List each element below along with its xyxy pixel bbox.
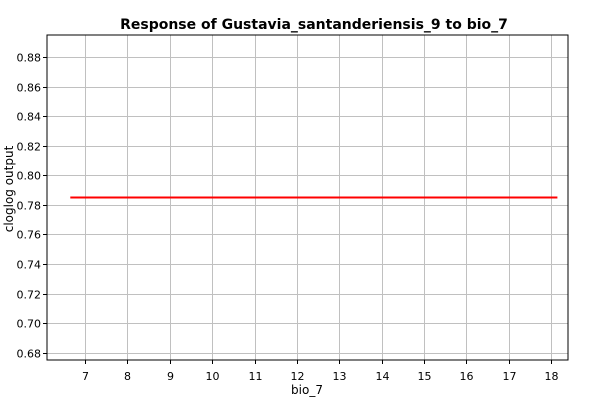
y-tick-label: 0.70 <box>17 318 42 331</box>
x-tick-label: 16 <box>460 370 474 383</box>
y-tick-label: 0.82 <box>17 141 42 154</box>
chart-title: Response of Gustavia_santanderiensis_9 t… <box>120 17 508 33</box>
x-tick-label: 17 <box>503 370 517 383</box>
x-tick-label: 8 <box>124 370 131 383</box>
y-tick-label: 0.88 <box>17 52 42 65</box>
x-tick-label: 11 <box>249 370 263 383</box>
x-tick-label: 10 <box>206 370 220 383</box>
x-tick-label: 14 <box>376 370 390 383</box>
x-tick-label: 13 <box>333 370 347 383</box>
y-tick-label: 0.78 <box>17 200 42 213</box>
y-tick-label: 0.76 <box>17 229 42 242</box>
x-tick-label: 9 <box>167 370 174 383</box>
x-tick-label: 15 <box>418 370 432 383</box>
x-axis-label: bio_7 <box>291 383 323 397</box>
y-tick-label: 0.80 <box>17 170 42 183</box>
y-tick-label: 0.74 <box>17 259 42 272</box>
y-axis-ticks: 0.68 0.70 0.72 0.74 0.76 0.78 0.80 0.82 0.84 0.86… <box>17 52 47 361</box>
plot-frame <box>46 34 569 361</box>
y-tick-label: 0.84 <box>17 111 42 124</box>
x-axis-ticks: 7 8 9 10 11 12 13 14 15 16 17 18 <box>82 360 559 383</box>
y-axis-label: cloglog output <box>2 145 16 232</box>
y-tick-label: 0.72 <box>17 289 42 302</box>
y-tick-label: 0.68 <box>17 348 42 361</box>
x-tick-label: 18 <box>545 370 559 383</box>
x-tick-label: 12 <box>291 370 305 383</box>
x-tick-label: 7 <box>82 370 89 383</box>
y-tick-label: 0.86 <box>17 82 42 95</box>
